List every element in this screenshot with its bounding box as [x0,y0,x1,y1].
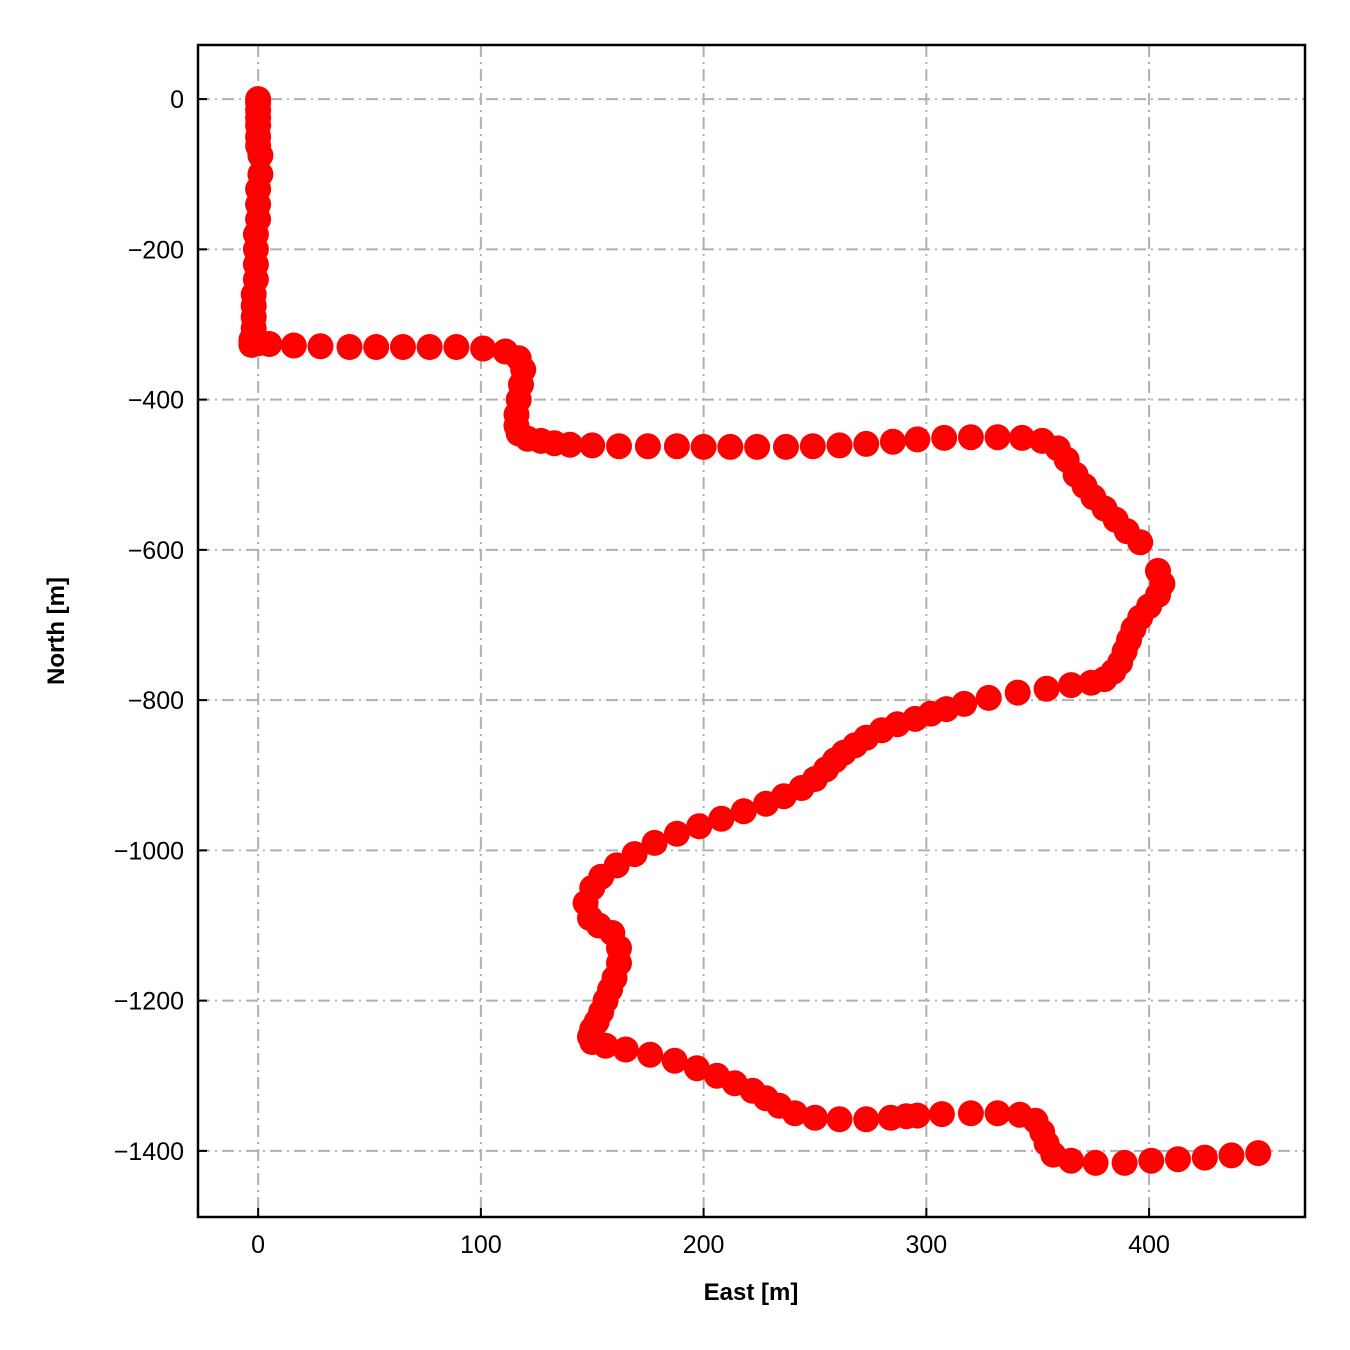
y-tick-label: −400 [128,387,184,415]
data-point [686,813,713,840]
data-point [683,1055,710,1082]
data-point [781,1100,808,1127]
data-point [416,334,443,360]
data-point [690,433,717,460]
data-point [1127,529,1154,556]
data-point [663,433,690,460]
data-point [637,1041,664,1068]
data-point [1191,1144,1218,1171]
data-point [1058,1147,1085,1174]
axis-ticks: 0 100 200 300 400 0 −200 −400 −600 −800 −1000 −1200… [114,86,1170,1259]
data-point [336,334,363,360]
y-tick-label: −1400 [114,1138,184,1166]
data-point [641,829,668,856]
data-point [661,1047,688,1074]
data-point [1082,1149,1109,1176]
data-point [931,424,958,451]
data-point [879,428,906,455]
data-point [928,1101,955,1128]
y-tick-label: −200 [128,236,184,264]
data-point [443,334,470,360]
data-point [826,432,853,459]
data-point [717,433,744,460]
data-point [307,333,334,360]
data-point [1218,1142,1245,1169]
y-tick-label: 0 [170,86,184,114]
data-point [1033,675,1060,702]
y-tick-label: −1000 [114,837,184,865]
data-point [557,431,583,458]
x-tick-label: 200 [683,1231,725,1259]
data-point [634,433,661,460]
data-point [957,424,984,451]
data-point [853,1106,880,1133]
data-point [470,335,497,362]
data-point [904,426,931,453]
data-point [1009,424,1036,451]
data-point [826,1106,853,1133]
data-point [280,332,307,359]
x-tick-label: 0 [251,1231,265,1259]
data-point [853,430,880,457]
data-point [606,433,632,460]
data-point [753,790,779,817]
data-point [984,1100,1011,1127]
x-tick-label: 300 [905,1231,947,1259]
data-point [773,433,799,460]
data-point [592,1032,619,1059]
data-point [1111,1149,1138,1176]
x-tick-label: 400 [1128,1231,1170,1259]
x-tick-label: 100 [460,1231,502,1259]
data-point [975,684,1002,711]
x-axis-label: East [m] [704,1279,799,1306]
data-point [744,433,771,460]
y-axis-label: North [m] [43,577,70,685]
data-point [799,433,826,460]
y-tick-label: −600 [128,537,184,565]
plot-frame [196,43,1307,1219]
data-point [1004,679,1031,706]
data-point [802,1104,828,1131]
data-point [579,432,606,459]
data-point [256,331,283,357]
data-point [984,424,1011,451]
data-point [730,798,757,825]
y-tick-label: −1200 [114,988,184,1016]
y-tick-label: −800 [128,687,184,715]
data-point [363,334,390,360]
data-point [1165,1146,1191,1173]
data-point [247,142,274,169]
data-point [904,1102,931,1129]
data-point [1078,669,1105,696]
data-point [957,1100,984,1127]
data-point [1058,672,1085,699]
data-point [1245,1140,1272,1167]
data-point [1138,1147,1165,1174]
data-point [708,805,735,832]
data-point [663,820,690,847]
data-point [612,1036,639,1063]
data-points [238,86,1272,1176]
data-point [389,334,416,360]
